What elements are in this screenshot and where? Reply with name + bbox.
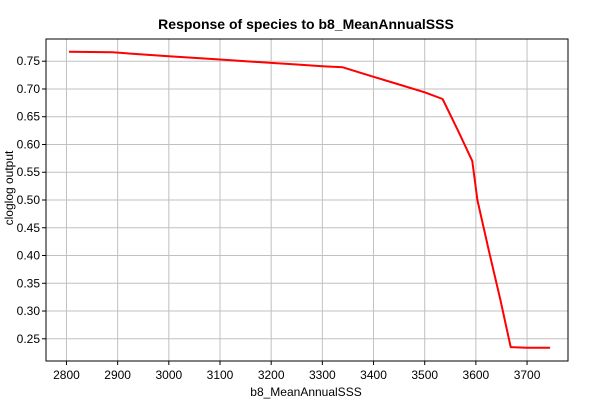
x-tick-label: 3100: [207, 368, 234, 382]
y-tick-label: 0.40: [17, 249, 41, 263]
grid: [46, 39, 568, 361]
y-tick-label: 0.75: [17, 54, 41, 68]
x-tick-label: 3600: [463, 368, 490, 382]
x-tick-label: 3300: [309, 368, 336, 382]
y-axis-label: cloglog output: [2, 150, 16, 225]
ticks: 2800 2900 3000 3100 3200 3300 3400 3500 3600 3700…: [17, 54, 541, 382]
y-tick-label: 0.55: [17, 165, 41, 179]
x-tick-label: 3400: [360, 368, 387, 382]
x-tick-label: 2900: [104, 368, 131, 382]
x-tick-label: 2800: [53, 368, 80, 382]
y-tick-label: 0.25: [17, 332, 41, 346]
response-curve-line: [68, 50, 551, 349]
y-tick-label: 0.35: [17, 276, 41, 290]
x-tick-label: 3500: [411, 368, 438, 382]
series: [68, 50, 551, 349]
y-tick-label: 0.30: [17, 304, 41, 318]
x-tick-label: 3700: [514, 368, 541, 382]
y-tick-label: 0.60: [17, 137, 41, 151]
chart-title: Response of species to b8_MeanAnnualSSS: [158, 16, 454, 32]
y-tick-label: 0.45: [17, 221, 41, 235]
x-tick-label: 3000: [155, 368, 182, 382]
x-tick-label: 3200: [258, 368, 285, 382]
y-tick-label: 0.65: [17, 110, 41, 124]
y-tick-label: 0.70: [17, 82, 41, 96]
y-tick-label: 0.50: [17, 193, 41, 207]
x-axis-label: b8_MeanAnnualSSS: [250, 385, 361, 399]
